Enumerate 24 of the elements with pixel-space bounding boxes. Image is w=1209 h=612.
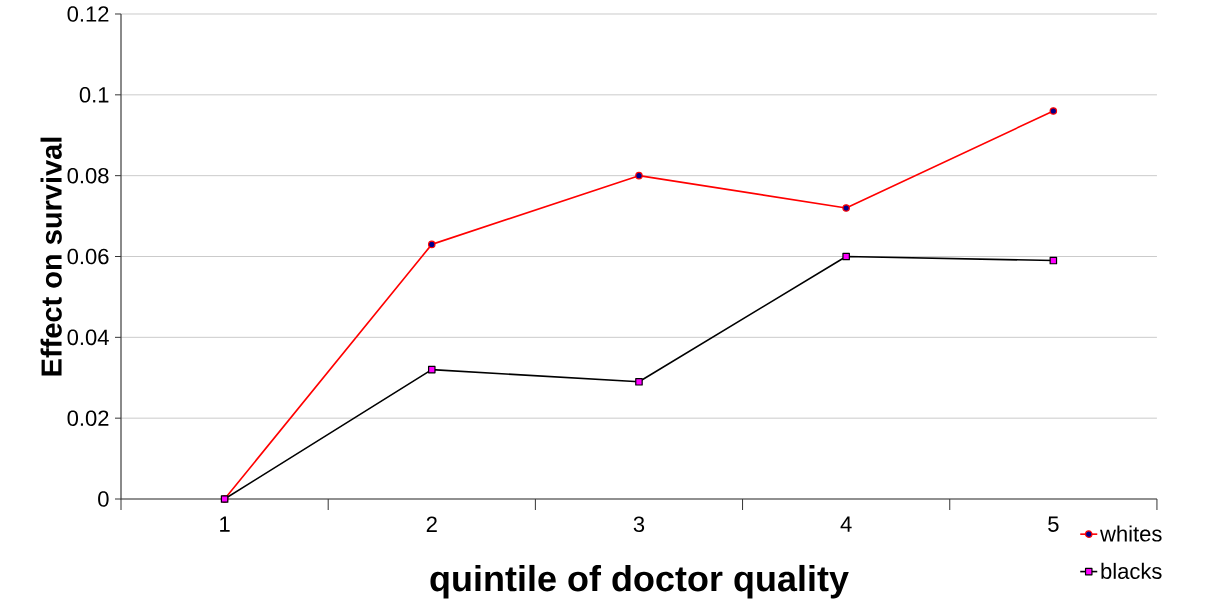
y-axis-title: Effect on survival (40, 137, 62, 376)
y-tick-label: 0.02 (67, 410, 109, 426)
x-tick-label: 1 (220, 516, 230, 532)
y-tick-label: 0.08 (67, 167, 109, 184)
y-tick-label: 0.1 (79, 87, 109, 103)
x-tick-label: 4 (840, 516, 852, 532)
x-tick-label: 5 (1048, 516, 1059, 532)
y-tick-label: 0 (98, 491, 109, 507)
point (842, 252, 850, 261)
x-tick-label: 2 (426, 516, 437, 532)
point (1049, 107, 1058, 115)
point (842, 204, 850, 212)
x-tick-label: 3 (633, 516, 645, 533)
point (635, 171, 643, 180)
point (635, 377, 643, 386)
legend-label: blacks (1101, 562, 1162, 580)
y-tick-label: 0.06 (67, 248, 109, 265)
point (427, 365, 436, 374)
x-axis-title: quintile of doctor quality (430, 564, 849, 599)
point (427, 240, 436, 249)
y-tick-label: 0.12 (67, 6, 109, 22)
point (1049, 256, 1058, 265)
y-tick-label: 0.04 (67, 329, 109, 346)
legend-label: whites (1100, 525, 1162, 542)
